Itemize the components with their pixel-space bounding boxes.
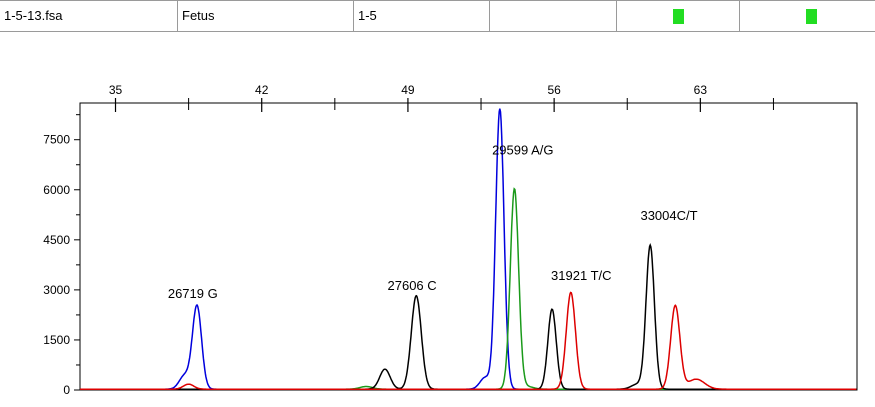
peak-annotation: 31921 T/C <box>551 268 611 283</box>
x-tick-label: 42 <box>255 83 269 97</box>
chart-traces <box>80 108 857 390</box>
y-tick-label: 6000 <box>43 183 70 197</box>
chart-annotations: 26719 G 27606 C 29599 A/G 31921 T/C 33004C/T <box>168 143 698 302</box>
status-indicator-1 <box>673 9 684 24</box>
empty-cell[interactable] <box>490 1 617 31</box>
x-tick-label: 35 <box>109 83 123 97</box>
sample-name-cell[interactable]: Fetus <box>178 1 354 31</box>
peak-annotation: 26719 G <box>168 286 218 301</box>
trace-0 <box>80 108 857 390</box>
y-tick-label: 0 <box>63 383 70 397</box>
trace-3 <box>80 291 857 390</box>
status-cell-1[interactable] <box>617 1 740 31</box>
chart-axes: 35 42 49 56 63 0 1500 3000 4500 6000 7500 <box>43 83 858 397</box>
peak-annotation: 27606 C <box>388 278 437 293</box>
y-tick-label: 1500 <box>43 333 70 347</box>
peak-annotation: 29599 A/G <box>492 143 553 158</box>
plot-frame <box>79 102 858 391</box>
y-tick-label: 3000 <box>43 283 70 297</box>
status-cell-2[interactable] <box>740 1 875 31</box>
status-indicator-2 <box>806 9 817 24</box>
trace-2 <box>80 242 857 390</box>
y-tick-label: 7500 <box>43 133 70 147</box>
x-tick-label: 49 <box>401 83 415 97</box>
trace-info-header: 1-5-13.fsa Fetus 1-5 <box>0 0 875 32</box>
file-name-cell[interactable]: 1-5-13.fsa <box>0 1 178 31</box>
x-tick-label: 63 <box>694 83 708 97</box>
sample-id-cell[interactable]: 1-5 <box>354 1 490 31</box>
x-tick-label: 56 <box>547 83 561 97</box>
y-tick-label: 4500 <box>43 233 70 247</box>
peak-annotation: 33004C/T <box>640 208 697 223</box>
